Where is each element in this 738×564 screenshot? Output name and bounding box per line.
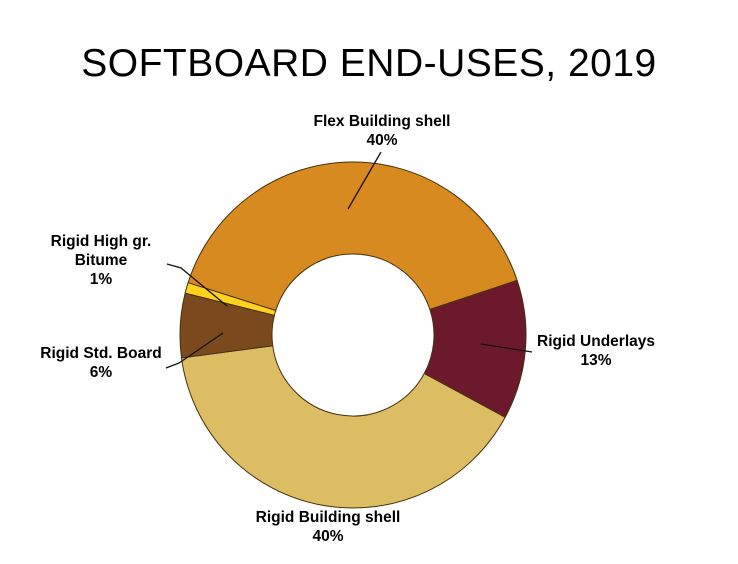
slice-flex-building-shell xyxy=(187,161,518,312)
leader-lines-group xyxy=(165,151,533,369)
label-rigid-std-board-name: Rigid Std. Board xyxy=(40,345,162,362)
label-rigid-high-gr-bitume-pct: 1% xyxy=(89,271,113,288)
label-rigid-building-shell: Rigid Building shell 40% xyxy=(228,508,428,546)
label-rigid-underlays-name: Rigid Underlays xyxy=(537,333,655,350)
leader-line-flex-building-shell xyxy=(347,151,382,210)
slice-rigid-building-shell xyxy=(181,345,506,509)
label-flex-building-shell: Flex Building shell 40% xyxy=(287,112,477,150)
label-rigid-high-gr-bitume: Rigid High gr. Bitume 1% xyxy=(21,232,181,289)
label-rigid-high-gr-bitume-name-line1: Rigid High gr. xyxy=(50,233,152,250)
leader-line-rigid-std-board xyxy=(165,332,224,369)
label-rigid-std-board: Rigid Std. Board 6% xyxy=(21,344,181,382)
label-rigid-underlays-pct: 13% xyxy=(580,352,612,369)
chart-title: SOFTBOARD END-USES, 2019 xyxy=(81,42,657,85)
label-rigid-building-shell-name: Rigid Building shell xyxy=(255,509,401,526)
label-rigid-underlays: Rigid Underlays 13% xyxy=(516,332,676,370)
donut-slices-group xyxy=(179,161,527,509)
leader-line-rigid-high-gr-bitume xyxy=(166,263,228,307)
leader-line-rigid-underlays xyxy=(480,343,533,353)
label-rigid-high-gr-bitume-name-line2: Bitume xyxy=(74,252,128,269)
label-rigid-std-board-pct: 6% xyxy=(89,364,113,381)
label-rigid-building-shell-pct: 40% xyxy=(312,528,344,545)
label-flex-building-shell-pct: 40% xyxy=(366,132,398,149)
label-flex-building-shell-name: Flex Building shell xyxy=(313,113,451,130)
